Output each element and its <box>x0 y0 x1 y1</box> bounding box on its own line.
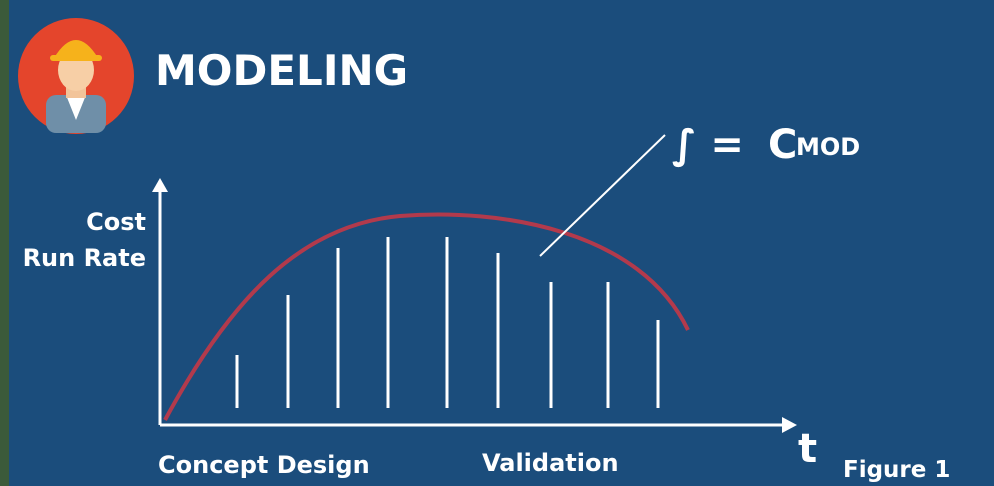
edge-strip <box>0 0 9 486</box>
x-label: t <box>798 426 817 472</box>
y-label-line: Cost <box>86 208 146 236</box>
cost-curve <box>163 212 690 421</box>
title: MODELING <box>155 46 408 95</box>
pointer-line <box>539 134 666 257</box>
caption: Figure 1 <box>843 457 950 483</box>
axes <box>152 178 797 433</box>
phase-label: Validation <box>482 449 619 477</box>
phase-label: Concept Design <box>158 451 370 479</box>
avatar <box>18 18 134 134</box>
y-label-line: Run Rate <box>23 244 146 272</box>
formula-sub: MOD <box>796 133 860 161</box>
formula-main: C <box>768 122 797 168</box>
run-rate-bars <box>235 237 660 408</box>
formula-symbol: ∫ = <box>672 122 744 168</box>
